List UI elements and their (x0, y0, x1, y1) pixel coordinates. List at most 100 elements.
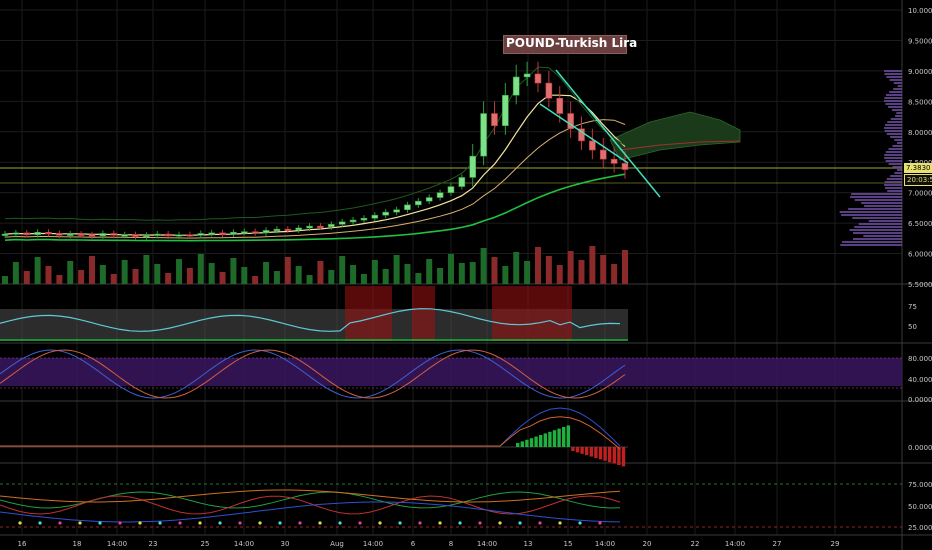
x-tick: 30 (281, 540, 290, 548)
profile-bar (884, 70, 902, 72)
adx-blue (0, 501, 621, 523)
adx-panel (0, 483, 902, 528)
macd-histogram-bar (543, 433, 547, 447)
adx-signal-dot (18, 521, 22, 525)
candle-body (360, 217, 368, 221)
rsi-overbought-zone (492, 286, 572, 341)
volume-bar (567, 251, 574, 284)
volume-bar (458, 263, 465, 284)
profile-bar (853, 238, 902, 240)
stochastic-panel (0, 349, 902, 399)
x-tick: 22 (691, 540, 700, 548)
volume-bar (578, 260, 585, 284)
profile-bar (884, 73, 902, 75)
profile-bar (884, 124, 902, 126)
stoch-tick: 40.0000 (908, 376, 932, 384)
adx-signal-dot (598, 521, 602, 525)
macd-histogram-bar (621, 447, 626, 467)
volume-bar (12, 262, 19, 284)
candle-body (621, 163, 629, 170)
profile-bar (893, 82, 902, 84)
x-tick: 15 (564, 540, 573, 548)
rsi-tick: 75 (908, 303, 917, 311)
profile-bar (851, 193, 902, 195)
volume-bar (186, 268, 193, 284)
profile-bar (895, 115, 902, 117)
ichimoku-span-b (619, 140, 741, 151)
candle-body (208, 232, 215, 235)
profile-bar (896, 112, 902, 114)
candle-body (230, 231, 237, 235)
adx-tick: 25.0000 (908, 524, 932, 532)
profile-bar (890, 136, 902, 138)
profile-bar (858, 223, 902, 225)
x-axis-labels: 16 18 14:00 23 25 14:00 30 Aug 14:00 6 8 14:00 13 15 1… (18, 540, 840, 548)
volume-bar (132, 269, 139, 284)
x-tick: Aug (330, 540, 344, 548)
candle-body (132, 234, 139, 237)
macd-histogram-bar (612, 447, 616, 464)
volume-bar (426, 259, 433, 284)
volume-bar (273, 271, 280, 284)
profile-bar (884, 157, 902, 159)
candle-body (186, 234, 194, 237)
macd-histogram-bar (529, 438, 534, 447)
adx-signal-dot (498, 521, 502, 525)
volume-bar (534, 247, 541, 284)
candle-body (99, 233, 107, 237)
price-tick: 8.0000 (908, 129, 932, 137)
profile-bar (884, 130, 902, 132)
macd-histogram-bar (516, 443, 520, 447)
macd-histogram-bar (552, 430, 557, 447)
price-tick: 7.0000 (908, 190, 932, 198)
volume-bar (306, 275, 313, 284)
x-tick: 23 (149, 540, 158, 548)
candle-body (382, 211, 390, 216)
volume-bar (23, 271, 30, 284)
x-tick: 8 (449, 540, 453, 548)
candlestick-series (1, 61, 629, 240)
candle-body (589, 140, 596, 151)
price-tick: 6.5000 (908, 220, 932, 228)
profile-bar (884, 184, 902, 186)
volume-bar (78, 270, 85, 284)
profile-bar (886, 133, 902, 135)
candle-body (502, 94, 509, 126)
macd-histogram-bar (598, 447, 603, 460)
profile-bar (868, 220, 902, 222)
profile-bar (861, 202, 902, 204)
volume-bar (317, 261, 324, 284)
volume-bar (241, 267, 248, 284)
y-axis-labels: 10.00009.50009.00008.50008.00007.50007.0… (908, 7, 932, 532)
price-tick: 6.0000 (908, 251, 932, 259)
adx-signal-dot (198, 521, 202, 525)
macd-histogram-bar (594, 447, 598, 458)
adx-signal-dot (418, 521, 422, 525)
x-tick: 25 (201, 540, 210, 548)
candle-body (599, 149, 607, 160)
candle-body (306, 225, 313, 229)
candle-body (578, 128, 585, 142)
adx-signal-dot (278, 521, 282, 525)
adx-signal-dot (158, 521, 162, 525)
volume-bar (34, 257, 41, 284)
volume-bar (176, 259, 183, 284)
price-tick: 5.5000 (908, 281, 932, 289)
macd-histogram-bar (548, 431, 552, 447)
profile-bar (850, 196, 902, 198)
profile-bar (840, 244, 902, 246)
macd-histogram-bar (608, 447, 612, 463)
adx-signal-dot (258, 521, 262, 525)
volume-bar (284, 257, 291, 284)
volume-bar (2, 276, 8, 284)
price-tick: 10.0000 (908, 7, 932, 15)
rsi-overbought-zone (412, 286, 435, 341)
candle-body (545, 82, 553, 99)
candle-body (556, 97, 564, 114)
profile-bar (896, 169, 902, 171)
volume-bar (252, 276, 259, 284)
x-tick: 14:00 (595, 540, 615, 548)
x-tick: 29 (831, 540, 840, 548)
adx-signal-dot (338, 521, 342, 525)
